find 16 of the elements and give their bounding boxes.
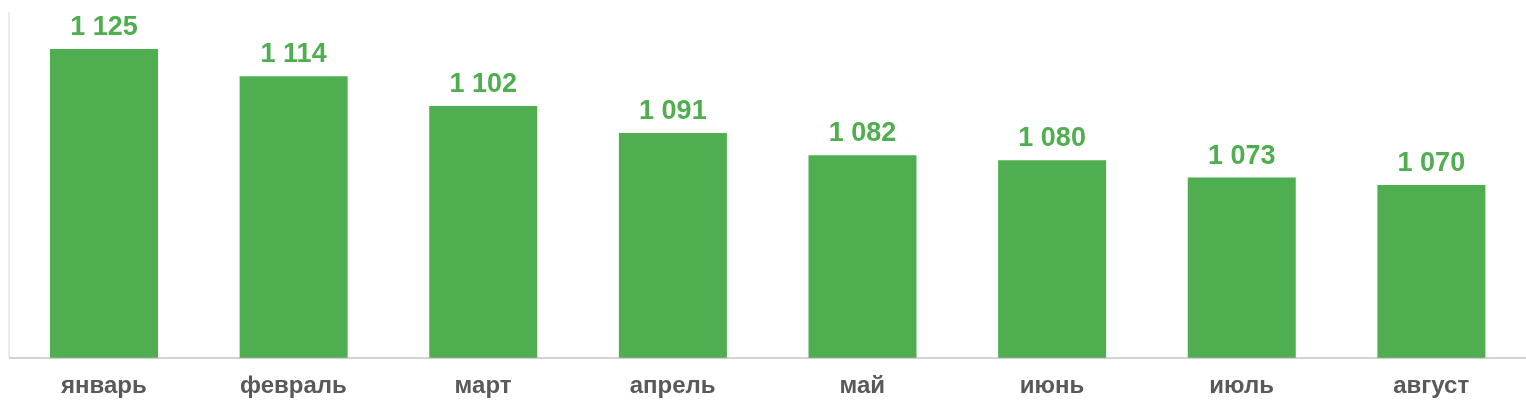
x-tick-label: январь [59,371,147,399]
data-label: 1 091 [639,95,707,126]
data-label: 1 125 [70,11,138,42]
data-label: 1 102 [449,67,518,98]
x-tick-label: май [839,371,886,399]
x-tick-label: апрель [629,371,716,399]
x-tick-label: июнь [1019,371,1085,399]
x-tick-label: март [454,371,512,399]
x-tick-label: февраль [240,371,347,399]
data-label: 1 082 [828,117,897,148]
x-tick-label: июль [1209,371,1274,399]
data-label: 1 114 [260,38,327,69]
data-label: 1 070 [1397,147,1466,177]
data-label: 1 080 [1018,122,1086,153]
data-label: 1 073 [1207,139,1276,170]
x-tick-label: август [1393,371,1470,399]
